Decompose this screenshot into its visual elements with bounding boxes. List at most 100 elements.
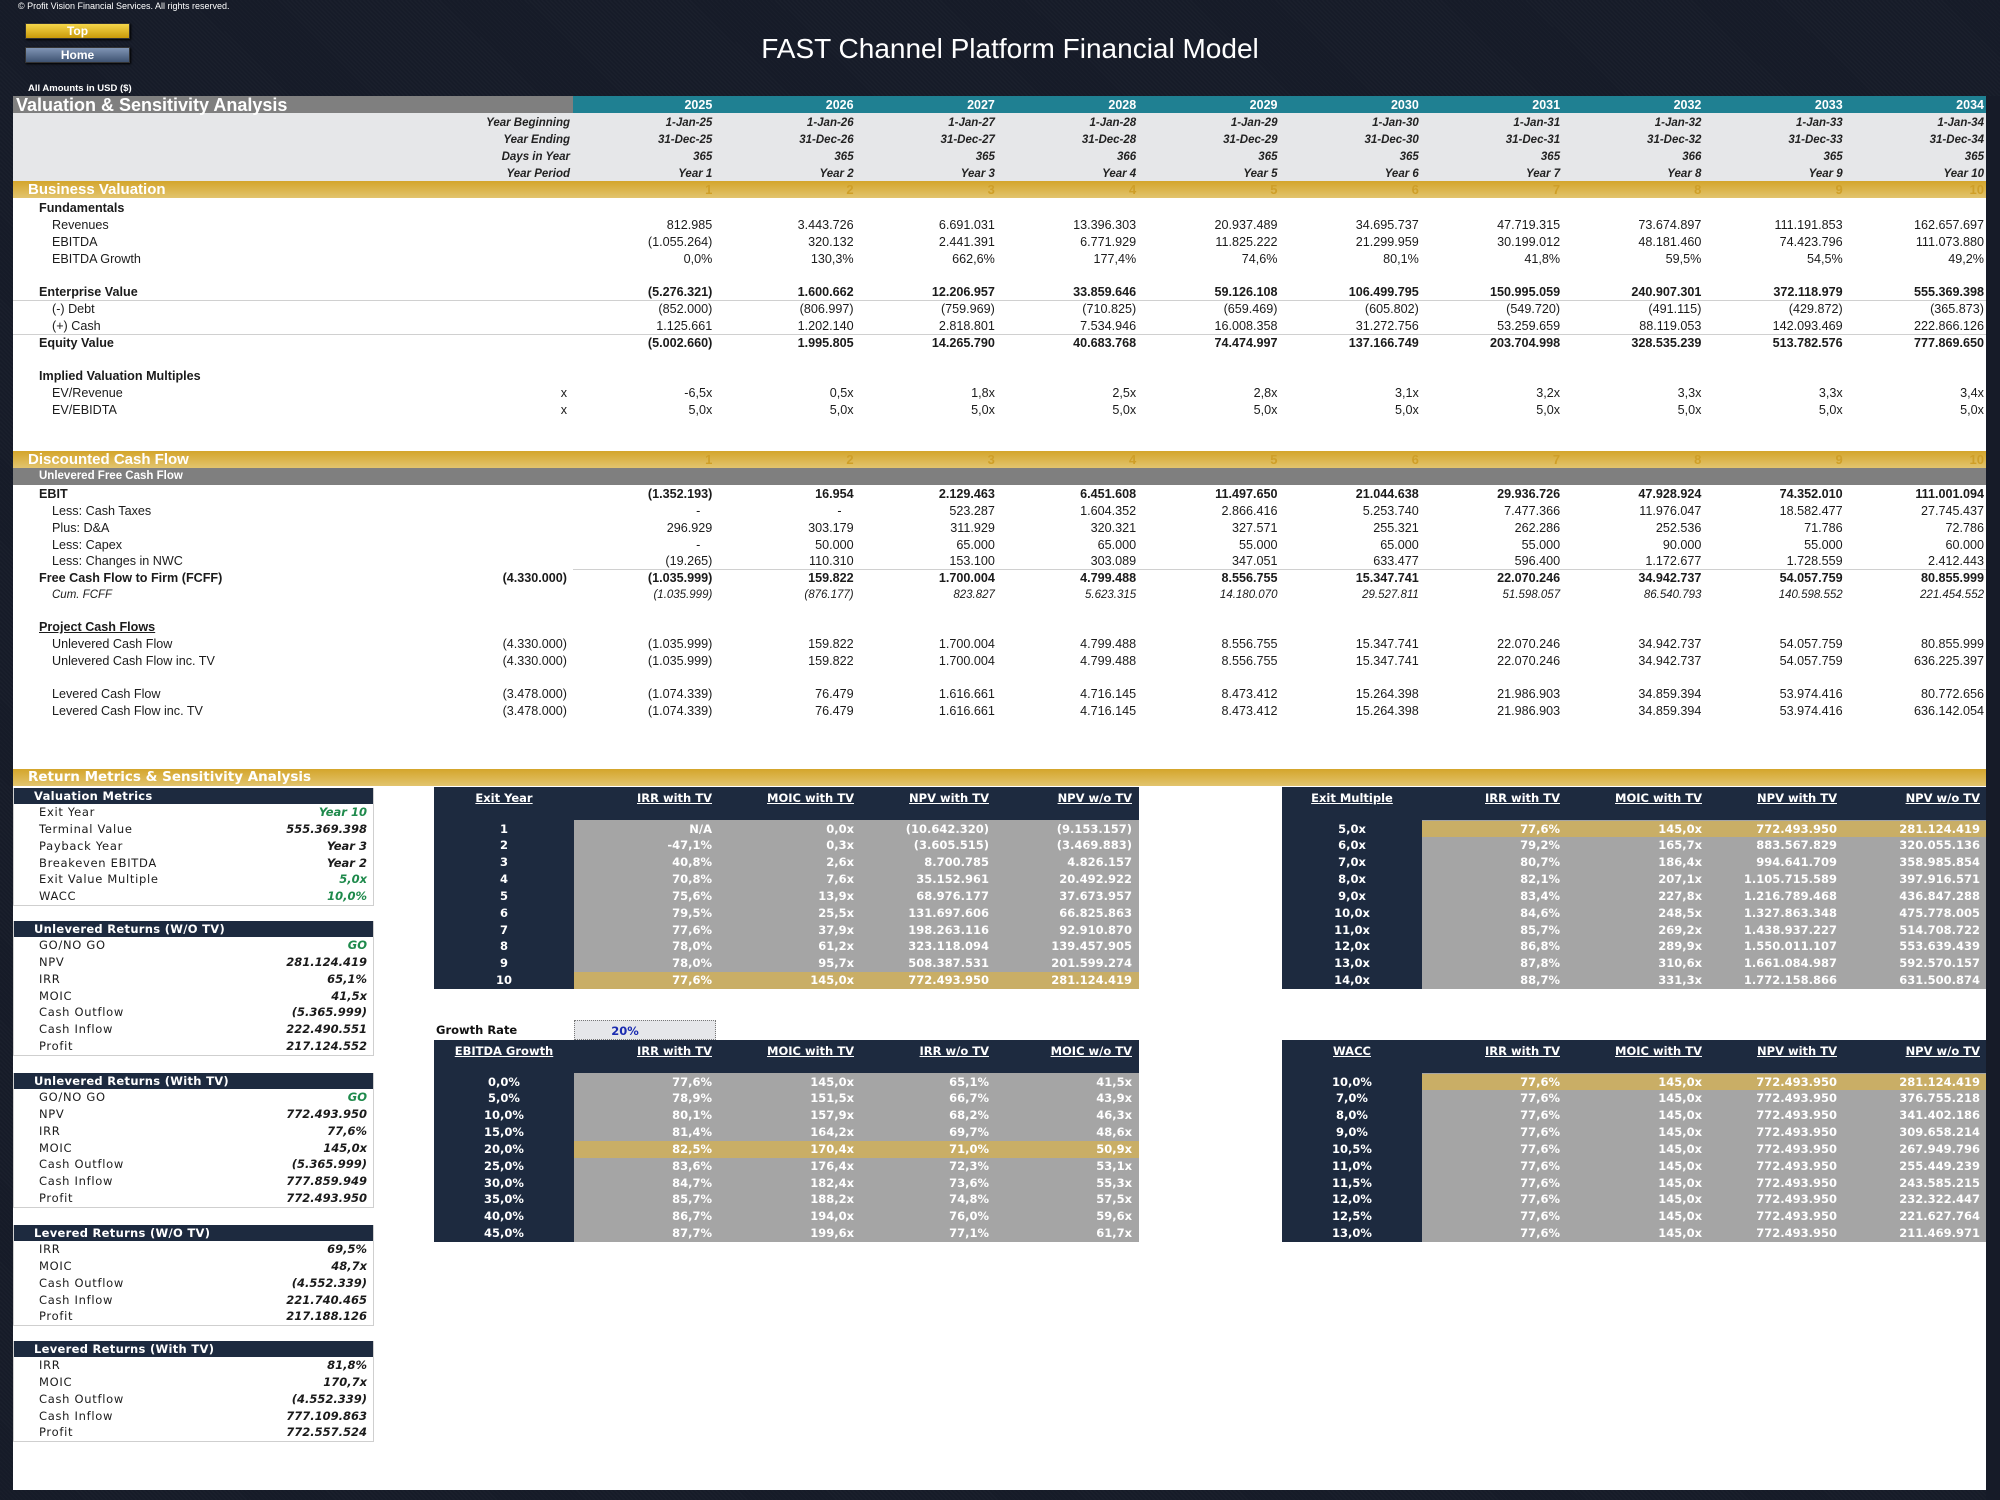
table-cell: 514.708.722 xyxy=(1899,922,1980,937)
row-value: 240.907.301 xyxy=(1631,285,1702,299)
metric-value: 221.740.465 xyxy=(286,1292,367,1307)
growth-rate-input[interactable]: 20% xyxy=(574,1020,716,1040)
column-header-irr-w-o-tv[interactable]: IRR w/o TV xyxy=(919,1044,989,1058)
table-row: 11,0% 77,6% 145,0x 772.493.950 255.449.239 xyxy=(1282,1158,1987,1175)
column-header-moic-w-o-tv[interactable]: MOIC w/o TV xyxy=(1050,1044,1132,1058)
table-cell: 211.469.971 xyxy=(1899,1226,1980,1241)
row-value: 60.000 xyxy=(1945,537,1984,552)
column-header-irr-with-tv[interactable]: IRR with TV xyxy=(637,791,712,805)
row-revenues: Revenues 812.985 3.443.726 6.691.031 13.396.… xyxy=(13,217,1986,234)
table-cell: 77,6% xyxy=(1520,821,1560,836)
table-cell: 80,7% xyxy=(1520,855,1560,870)
table-cell: 55,3x xyxy=(1096,1175,1132,1190)
row-less-cash-taxes: Less: Cash Taxes - - 523.287 1.604.352 2.866.… xyxy=(13,503,1986,520)
metric-label: Cash Inflow xyxy=(39,1408,114,1423)
table-cell: 1.438.937.227 xyxy=(1743,922,1837,937)
column-header-npv-with-tv[interactable]: NPV with TV xyxy=(1757,791,1837,805)
row-key: 10,0% xyxy=(1332,1074,1372,1089)
row-value: 365 xyxy=(834,150,854,163)
table-cell: 86,7% xyxy=(672,1209,712,1224)
row-cum-fcff: Cum. FCFF (1.035.999) (876.177) 823.827 5.62… xyxy=(13,587,1986,604)
row-value: 1,8x xyxy=(971,385,995,400)
row-value: 80.855.999 xyxy=(1920,636,1984,651)
period-number: 7 xyxy=(1552,182,1561,197)
row-key: 13,0% xyxy=(1332,1226,1372,1241)
row-value: 3,4x xyxy=(1960,385,1984,400)
row-key: 6 xyxy=(499,905,508,920)
column-header-moic-with-tv[interactable]: MOIC with TV xyxy=(767,791,854,805)
row-key: 6,0x xyxy=(1338,838,1366,853)
unlevered-returns-with-tv-box: Unlevered Returns (With TV) GO/NO GO GO NPV… xyxy=(13,1073,374,1208)
table-cell: 772.493.950 xyxy=(908,973,989,988)
row-plus-d-a: Plus: D&A 296.929 303.179 311.929 320.321 327… xyxy=(13,520,1986,537)
row-value: 4.716.145 xyxy=(1080,703,1137,718)
column-header-irr-with-tv[interactable]: IRR with TV xyxy=(1485,1044,1560,1058)
row-value: 59,5% xyxy=(1665,251,1702,266)
table-cell: 95,7x xyxy=(818,956,854,971)
table-cell: 57,5x xyxy=(1096,1192,1132,1207)
metric-label: MOIC xyxy=(39,1258,73,1273)
row-implied-valuation-multiples: Implied Valuation Multiples xyxy=(13,368,1986,385)
column-header-moic-with-tv[interactable]: MOIC with TV xyxy=(767,1044,854,1058)
metric-label: Cash Outflow xyxy=(39,1005,124,1020)
row-value: 0,5x xyxy=(829,385,854,400)
row-value: 159.822 xyxy=(808,653,854,668)
metric-moic: MOIC 145,0x xyxy=(14,1140,373,1157)
column-header-npv-w-o-tv[interactable]: NPV w/o TV xyxy=(1057,791,1132,805)
period-number: 2 xyxy=(846,452,854,467)
column-header-npv-w-o-tv[interactable]: NPV w/o TV xyxy=(1905,791,1980,805)
metric-profit: Profit 217.188.126 xyxy=(14,1308,373,1325)
table-row: 8,0% 77,6% 145,0x 772.493.950 341.402.186 xyxy=(1282,1107,1987,1124)
column-header-npv-w-o-tv[interactable]: NPV w/o TV xyxy=(1905,1044,1980,1058)
table-cell: 310,6x xyxy=(1658,956,1702,971)
column-header-moic-with-tv[interactable]: MOIC with TV xyxy=(1615,1044,1702,1058)
row-label: Levered Cash Flow inc. TV xyxy=(52,703,203,718)
column-header-irr-with-tv[interactable]: IRR with TV xyxy=(637,1044,712,1058)
column-header-exit-year[interactable]: Exit Year xyxy=(475,791,533,805)
row-value: 80.772.656 xyxy=(1920,687,1984,701)
table-cell: 397.916.571 xyxy=(1899,872,1980,887)
row-key: 12,5% xyxy=(1332,1209,1372,1224)
row-initial-value: (4.330.000) xyxy=(502,636,567,651)
table-cell: 772.493.950 xyxy=(1756,1192,1837,1207)
row-less-changes-in-nwc: Less: Changes in NWC (19.265) 110.310 153.1… xyxy=(13,553,1986,571)
return-metrics-header: Return Metrics & Sensitivity Analysis xyxy=(13,769,1986,786)
column-header-exit-multiple[interactable]: Exit Multiple xyxy=(1311,791,1393,805)
table-cell: 77,6% xyxy=(1520,1141,1560,1156)
table-row: 20,0% 82,5% 170,4x 71,0% 50,9x xyxy=(434,1140,1139,1158)
table-cell: 85,7% xyxy=(1520,922,1560,937)
row-value: 3,3x xyxy=(1677,385,1702,400)
column-header-npv-with-tv[interactable]: NPV with TV xyxy=(909,791,989,805)
year-header-2025: 2025 xyxy=(684,98,713,112)
row-label: Free Cash Flow to Firm (FCFF) xyxy=(39,571,223,586)
row-value: 27.745.437 xyxy=(1920,503,1984,518)
row-value: 5.623.315 xyxy=(1085,589,1137,602)
row-value: 59.126.108 xyxy=(1214,285,1278,299)
row-value: 5,0x xyxy=(1253,402,1278,417)
row-value: 86.540.793 xyxy=(1643,589,1702,602)
row-value: 111.001.094 xyxy=(1915,487,1984,501)
metric-label: Profit xyxy=(39,1191,74,1206)
table-cell: 145,0x xyxy=(1658,1175,1702,1190)
period-number: 3 xyxy=(987,452,995,467)
metric-label: Cash Outflow xyxy=(39,1391,124,1406)
row-value: (852.000) xyxy=(658,301,713,316)
table-row: 10 77,6% 145,0x 772.493.950 281.124.419 xyxy=(434,972,1139,989)
metric-label: Exit Value Multiple xyxy=(39,872,159,887)
row-value: 21.299.959 xyxy=(1355,234,1419,249)
table-cell: 227,8x xyxy=(1658,888,1702,903)
column-header-wacc[interactable]: WACC xyxy=(1333,1044,1371,1058)
column-header-irr-with-tv[interactable]: IRR with TV xyxy=(1485,791,1560,805)
row-value: 596.400 xyxy=(1514,554,1561,569)
row-value: 31-Dec-32 xyxy=(1647,133,1702,146)
top-button[interactable]: Top xyxy=(25,23,130,39)
row-key: 8 xyxy=(499,939,508,954)
home-button[interactable]: Home xyxy=(25,47,130,63)
metric-cash-outflow: Cash Outflow (4.552.339) xyxy=(14,1275,373,1292)
column-header-npv-with-tv[interactable]: NPV with TV xyxy=(1757,1044,1837,1058)
metric-value: 217.188.126 xyxy=(286,1309,367,1324)
column-header-ebitda-growth[interactable]: EBITDA Growth xyxy=(454,1044,554,1058)
row-initial-value: (3.478.000) xyxy=(502,703,567,718)
column-header-moic-with-tv[interactable]: MOIC with TV xyxy=(1615,791,1702,805)
table-cell: 61,7x xyxy=(1096,1226,1132,1241)
